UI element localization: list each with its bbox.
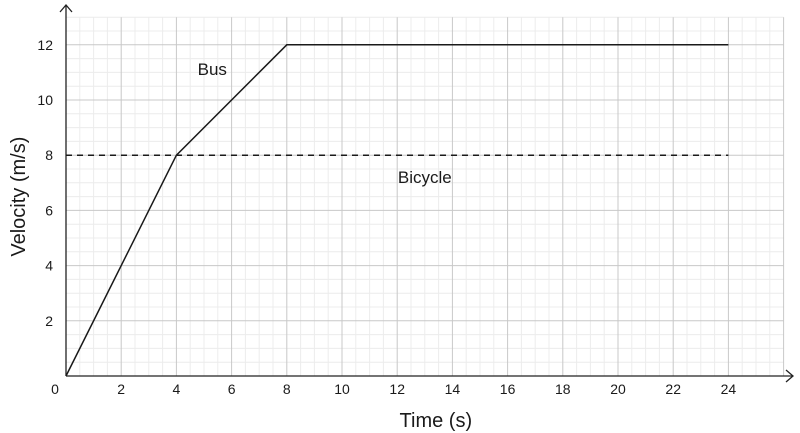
y-tick-label: 10 xyxy=(37,92,53,108)
x-tick-label: 12 xyxy=(389,381,405,397)
x-tick-label: 2 xyxy=(117,381,125,397)
y-tick-label: 8 xyxy=(45,147,53,163)
x-tick-label: 16 xyxy=(500,381,516,397)
series-label-bicycle: Bicycle xyxy=(398,168,452,187)
y-axis-arrow xyxy=(59,4,73,13)
y-tick-label: 6 xyxy=(45,202,53,218)
series-lines xyxy=(65,44,729,377)
y-tick-label: 2 xyxy=(45,313,53,329)
y-tick-label: 4 xyxy=(45,258,53,274)
x-tick-label: 10 xyxy=(334,381,350,397)
series-labels: Bus Bicycle xyxy=(198,60,452,187)
x-axis-title: Time (s) xyxy=(400,410,473,432)
y-tick-label: 12 xyxy=(37,37,53,53)
minor-grid xyxy=(66,16,784,376)
x-tick-label: 6 xyxy=(228,381,236,397)
series-label-bus: Bus xyxy=(198,60,227,79)
x-tick-label: 4 xyxy=(173,381,181,397)
series-line-bus xyxy=(65,44,729,377)
x-tick-label: 20 xyxy=(610,381,626,397)
x-tick-label: 18 xyxy=(555,381,571,397)
x-tick-label: 24 xyxy=(721,381,737,397)
axes xyxy=(59,4,794,383)
y-axis-title: Velocity (m/s) xyxy=(8,137,30,257)
x-tick-label: 8 xyxy=(283,381,291,397)
x-tick-label: 14 xyxy=(445,381,461,397)
x-axis-arrow xyxy=(785,369,794,383)
x-tick-label: 22 xyxy=(665,381,681,397)
x-tick-label: 0 xyxy=(51,381,59,397)
